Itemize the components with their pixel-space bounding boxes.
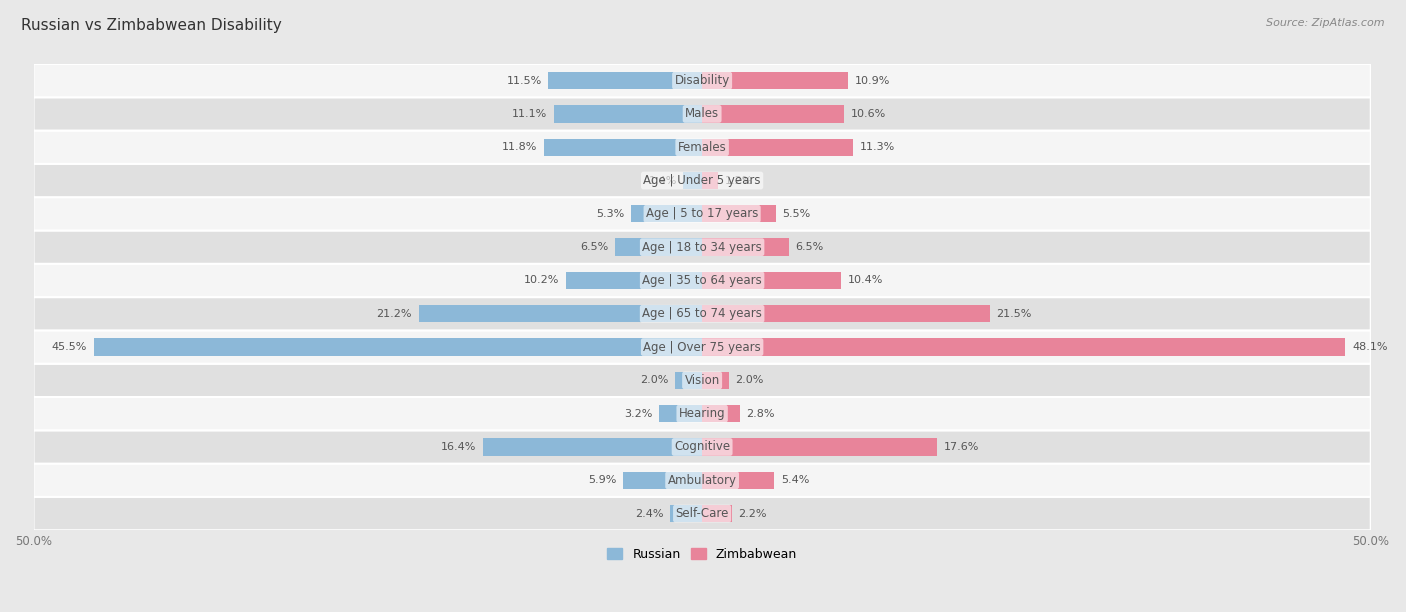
Bar [616, 239, 702, 256]
Text: Disability: Disability [675, 74, 730, 87]
Bar [671, 505, 702, 522]
Text: Hearing: Hearing [679, 407, 725, 420]
Text: 48.1%: 48.1% [1353, 342, 1388, 352]
Text: 16.4%: 16.4% [440, 442, 477, 452]
Bar [419, 305, 702, 323]
Text: 10.4%: 10.4% [848, 275, 883, 285]
Text: 2.0%: 2.0% [640, 375, 669, 386]
Text: 11.1%: 11.1% [512, 109, 547, 119]
Bar [702, 272, 841, 289]
Bar [565, 272, 702, 289]
Text: Age | Over 75 years: Age | Over 75 years [644, 340, 761, 354]
Text: Age | 18 to 34 years: Age | 18 to 34 years [643, 241, 762, 253]
Text: Age | 35 to 64 years: Age | 35 to 64 years [643, 274, 762, 287]
Text: 5.5%: 5.5% [782, 209, 811, 219]
Text: 10.2%: 10.2% [523, 275, 560, 285]
FancyBboxPatch shape [34, 364, 1371, 397]
FancyBboxPatch shape [34, 164, 1371, 197]
Bar [544, 138, 702, 156]
Bar [554, 105, 702, 122]
Text: Vision: Vision [685, 374, 720, 387]
Text: Self-Care: Self-Care [675, 507, 728, 520]
Bar [482, 438, 702, 455]
FancyBboxPatch shape [34, 231, 1371, 264]
Text: 11.5%: 11.5% [506, 76, 541, 86]
Text: Age | 5 to 17 years: Age | 5 to 17 years [645, 207, 758, 220]
FancyBboxPatch shape [34, 264, 1371, 297]
Text: 2.2%: 2.2% [738, 509, 766, 518]
Text: 2.8%: 2.8% [747, 409, 775, 419]
Text: 6.5%: 6.5% [581, 242, 609, 252]
FancyBboxPatch shape [34, 97, 1371, 130]
Bar [675, 371, 702, 389]
Bar [702, 138, 853, 156]
Text: 11.8%: 11.8% [502, 142, 537, 152]
Bar [702, 205, 776, 223]
FancyBboxPatch shape [34, 330, 1371, 364]
Bar [702, 371, 728, 389]
Text: 3.2%: 3.2% [624, 409, 652, 419]
Text: 2.4%: 2.4% [636, 509, 664, 518]
Text: Source: ZipAtlas.com: Source: ZipAtlas.com [1267, 18, 1385, 28]
Text: 2.0%: 2.0% [735, 375, 763, 386]
Text: Ambulatory: Ambulatory [668, 474, 737, 487]
Text: Males: Males [685, 108, 720, 121]
FancyBboxPatch shape [34, 130, 1371, 164]
FancyBboxPatch shape [34, 497, 1371, 530]
Bar [548, 72, 702, 89]
Text: 1.4%: 1.4% [648, 176, 676, 185]
Text: 5.4%: 5.4% [780, 476, 810, 485]
FancyBboxPatch shape [34, 64, 1371, 97]
Text: Russian vs Zimbabwean Disability: Russian vs Zimbabwean Disability [21, 18, 281, 34]
Text: Females: Females [678, 141, 727, 154]
Bar [623, 472, 702, 489]
Text: 5.3%: 5.3% [596, 209, 624, 219]
Bar [94, 338, 702, 356]
Text: 6.5%: 6.5% [796, 242, 824, 252]
Text: Age | Under 5 years: Age | Under 5 years [644, 174, 761, 187]
Bar [702, 472, 775, 489]
Bar [702, 338, 1346, 356]
Text: 21.5%: 21.5% [997, 308, 1032, 319]
Text: 11.3%: 11.3% [860, 142, 896, 152]
Legend: Russian, Zimbabwean: Russian, Zimbabwean [602, 543, 801, 566]
Bar [702, 239, 789, 256]
Text: 5.9%: 5.9% [588, 476, 617, 485]
Text: 45.5%: 45.5% [52, 342, 87, 352]
FancyBboxPatch shape [34, 197, 1371, 231]
Bar [702, 72, 848, 89]
Bar [702, 405, 740, 422]
Text: 21.2%: 21.2% [377, 308, 412, 319]
Bar [659, 405, 702, 422]
FancyBboxPatch shape [34, 430, 1371, 464]
Bar [702, 172, 718, 189]
Bar [702, 438, 938, 455]
FancyBboxPatch shape [34, 464, 1371, 497]
Bar [702, 505, 731, 522]
Bar [631, 205, 702, 223]
Text: 1.2%: 1.2% [725, 176, 754, 185]
Bar [702, 105, 844, 122]
FancyBboxPatch shape [34, 397, 1371, 430]
Bar [702, 305, 990, 323]
Text: Cognitive: Cognitive [673, 441, 730, 453]
Bar [683, 172, 702, 189]
FancyBboxPatch shape [34, 297, 1371, 330]
Text: 10.6%: 10.6% [851, 109, 886, 119]
Text: Age | 65 to 74 years: Age | 65 to 74 years [643, 307, 762, 320]
Text: 10.9%: 10.9% [855, 76, 890, 86]
Text: 17.6%: 17.6% [945, 442, 980, 452]
